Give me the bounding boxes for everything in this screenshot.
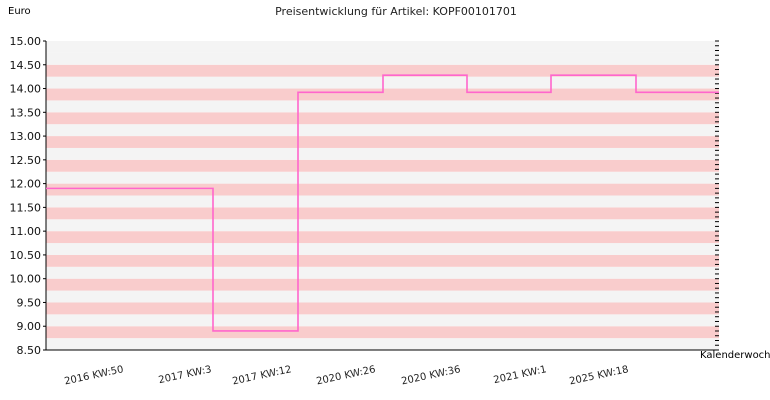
y-tick-label: 9.50	[17, 296, 42, 309]
grid-band	[46, 243, 719, 255]
grid-band	[46, 41, 719, 53]
y-tick-label: 9.00	[17, 320, 42, 333]
x-axis-unit-label: Kalenderwoche	[700, 350, 770, 361]
grid-band	[46, 302, 719, 315]
y-tick-label: 14.50	[10, 59, 42, 72]
x-tick-label: 2016 KW:50	[63, 364, 124, 387]
y-tick-label: 13.00	[10, 130, 42, 143]
y-tick-label: 12.50	[10, 154, 42, 167]
grid-band	[46, 266, 719, 279]
grid-band	[46, 278, 719, 291]
grid-band	[46, 147, 719, 160]
y-tick-label: 15.00	[10, 35, 42, 48]
y-tick-label: 14.00	[10, 83, 42, 96]
grid-band	[46, 231, 719, 244]
grid-band	[46, 52, 719, 65]
grid-band	[46, 219, 719, 232]
grid-band	[46, 64, 719, 77]
grid-band	[46, 112, 719, 125]
chart-title: Preisentwicklung für Artikel: KOPF001017…	[275, 5, 517, 18]
x-tick-label: 2021 KW:1	[493, 364, 548, 386]
x-tick-label: 2017 KW:12	[231, 364, 292, 387]
y-axis-unit-label: Euro	[8, 6, 31, 17]
x-tick-label: 2020 KW:36	[400, 364, 461, 387]
plot-background	[46, 41, 719, 350]
x-tick-label: 2025 KW:18	[568, 364, 629, 387]
grid-band	[46, 88, 719, 101]
grid-band	[46, 100, 719, 113]
grid-band	[46, 171, 719, 184]
price-line	[46, 74, 719, 332]
price-series	[46, 74, 719, 332]
x-tick-label: 2020 KW:26	[315, 364, 376, 387]
grid-band	[46, 314, 719, 327]
grid-band	[46, 159, 719, 172]
x-tick-label: 2017 KW:3	[158, 364, 213, 386]
y-tick-label: 13.50	[10, 106, 42, 119]
grid-band	[46, 136, 719, 148]
grid-band	[46, 195, 719, 208]
y-tick-label: 10.00	[10, 273, 42, 286]
y-tick-label: 11.00	[10, 225, 42, 238]
grid-band	[46, 207, 719, 220]
axes	[45, 40, 719, 351]
grid-band	[46, 338, 719, 350]
grid-band	[46, 254, 719, 267]
grid-band	[46, 326, 719, 339]
y-tick-label: 10.50	[10, 249, 42, 262]
y-tick-label: 8.50	[17, 344, 42, 357]
grid-band	[46, 290, 719, 303]
grid-band	[46, 183, 719, 196]
grid-band	[46, 124, 719, 137]
y-tick-label: 12.00	[10, 178, 42, 191]
y-axis-ticks: 15.00 14.50 14.00 13.50 13.00 12.50 12.00 11.50…	[10, 35, 46, 357]
y-tick-label: 11.50	[10, 201, 42, 214]
x-axis-ticks: 2016 KW:50 2017 KW:3 2017 KW:12 2020 KW:26 2…	[63, 364, 629, 387]
